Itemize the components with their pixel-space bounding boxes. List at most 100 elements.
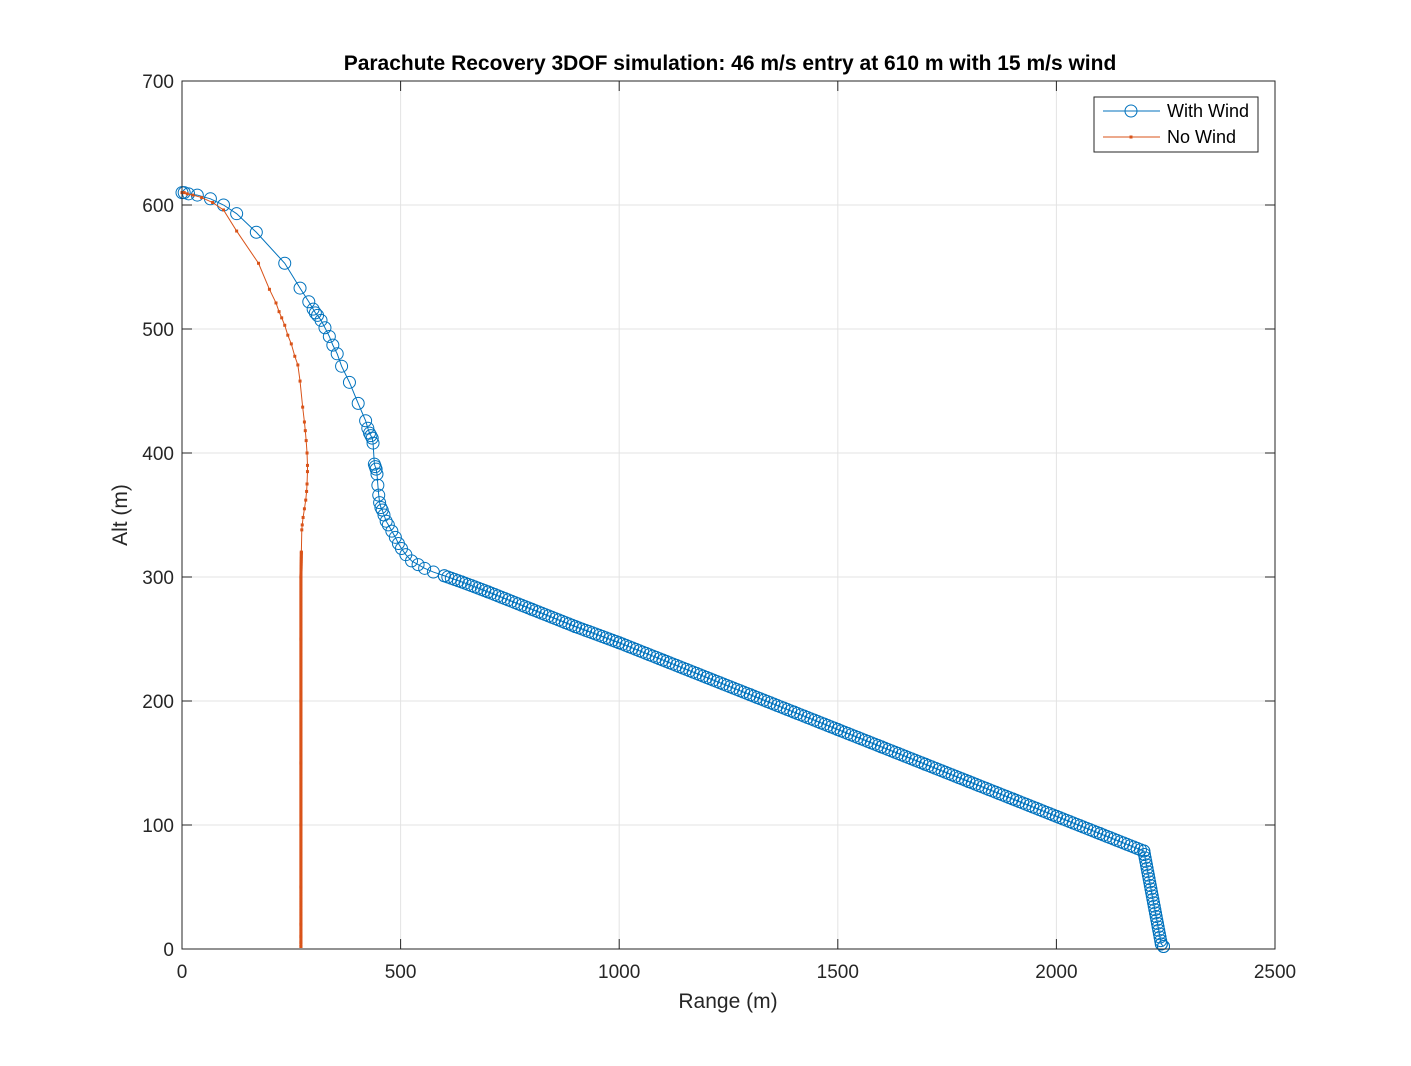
data-point bbox=[299, 587, 303, 591]
data-point bbox=[299, 802, 303, 806]
data-point bbox=[299, 723, 303, 727]
data-point bbox=[299, 670, 303, 674]
data-point bbox=[299, 688, 303, 692]
data-point bbox=[249, 225, 263, 239]
data-point bbox=[299, 637, 303, 641]
data-point bbox=[299, 649, 303, 653]
data-point bbox=[299, 933, 303, 937]
data-point bbox=[299, 847, 303, 851]
data-point bbox=[299, 812, 303, 816]
data-point bbox=[222, 208, 226, 212]
data-point bbox=[299, 905, 303, 909]
data-point bbox=[299, 941, 303, 945]
data-point bbox=[299, 936, 303, 940]
data-point bbox=[299, 629, 303, 633]
data-point bbox=[299, 817, 303, 821]
data-point bbox=[299, 922, 303, 926]
data-point bbox=[299, 657, 303, 661]
legend: With Wind No Wind bbox=[1093, 96, 1259, 153]
data-point bbox=[299, 726, 303, 730]
data-point bbox=[305, 482, 309, 486]
data-point bbox=[299, 763, 303, 767]
data-point bbox=[299, 675, 303, 679]
data-point bbox=[364, 429, 378, 443]
data-point bbox=[365, 431, 379, 445]
data-point bbox=[299, 772, 303, 776]
data-point bbox=[299, 767, 303, 771]
data-point bbox=[299, 823, 303, 827]
data-point bbox=[299, 720, 303, 724]
data-point bbox=[298, 379, 302, 383]
data-point bbox=[299, 914, 303, 918]
data-point bbox=[299, 697, 303, 701]
data-point bbox=[299, 755, 303, 759]
data-point bbox=[299, 678, 303, 682]
data-point bbox=[299, 666, 303, 670]
data-point bbox=[299, 781, 303, 785]
data-point bbox=[299, 790, 303, 794]
data-point bbox=[283, 323, 287, 327]
data-point bbox=[318, 321, 332, 335]
data-point bbox=[299, 661, 303, 665]
data-point bbox=[299, 815, 303, 819]
data-point bbox=[299, 803, 303, 807]
data-point bbox=[299, 676, 303, 680]
data-point bbox=[299, 632, 303, 636]
data-point bbox=[299, 584, 303, 588]
data-point bbox=[299, 710, 303, 714]
data-point bbox=[299, 690, 303, 694]
data-point bbox=[280, 316, 284, 320]
data-point bbox=[301, 405, 305, 409]
data-point bbox=[388, 530, 402, 544]
data-point bbox=[299, 893, 303, 897]
data-point bbox=[299, 560, 303, 563]
plot-series bbox=[175, 186, 1171, 954]
data-point bbox=[211, 201, 215, 205]
data-point bbox=[299, 809, 303, 813]
data-point bbox=[299, 567, 303, 571]
data-point bbox=[299, 599, 303, 603]
data-point bbox=[299, 806, 303, 810]
data-point bbox=[302, 295, 316, 309]
data-point bbox=[299, 573, 303, 577]
data-point bbox=[296, 363, 300, 367]
data-point bbox=[299, 583, 303, 587]
data-point bbox=[381, 518, 395, 532]
data-point bbox=[299, 682, 303, 686]
data-point bbox=[299, 556, 303, 560]
data-point bbox=[299, 623, 303, 627]
data-point bbox=[299, 645, 303, 649]
data-point bbox=[299, 631, 303, 635]
data-point bbox=[299, 778, 303, 782]
data-point bbox=[299, 864, 303, 868]
data-point bbox=[299, 716, 303, 720]
data-point bbox=[257, 261, 261, 265]
data-point bbox=[299, 729, 303, 733]
data-point bbox=[299, 694, 303, 698]
data-point bbox=[299, 663, 303, 667]
data-point bbox=[374, 501, 388, 515]
data-point bbox=[299, 756, 303, 760]
data-point bbox=[299, 773, 303, 777]
x-tick-label: 2500 bbox=[1254, 962, 1296, 983]
data-point bbox=[302, 420, 306, 424]
data-point bbox=[299, 766, 303, 770]
data-point bbox=[299, 667, 303, 671]
data-point bbox=[299, 935, 303, 939]
data-point bbox=[299, 660, 303, 664]
data-point bbox=[299, 862, 303, 866]
data-point bbox=[299, 764, 303, 768]
legend-marker-with-wind bbox=[1124, 104, 1138, 118]
data-point bbox=[299, 908, 303, 912]
data-point bbox=[299, 747, 303, 751]
y-tick-label: 100 bbox=[142, 816, 174, 837]
data-point bbox=[299, 785, 303, 789]
data-point bbox=[299, 714, 303, 718]
data-point bbox=[299, 655, 303, 659]
data-point bbox=[200, 196, 204, 200]
data-point bbox=[299, 797, 303, 801]
data-point bbox=[299, 578, 303, 582]
data-point bbox=[1154, 937, 1168, 951]
data-point bbox=[299, 945, 303, 949]
data-point bbox=[299, 651, 303, 655]
